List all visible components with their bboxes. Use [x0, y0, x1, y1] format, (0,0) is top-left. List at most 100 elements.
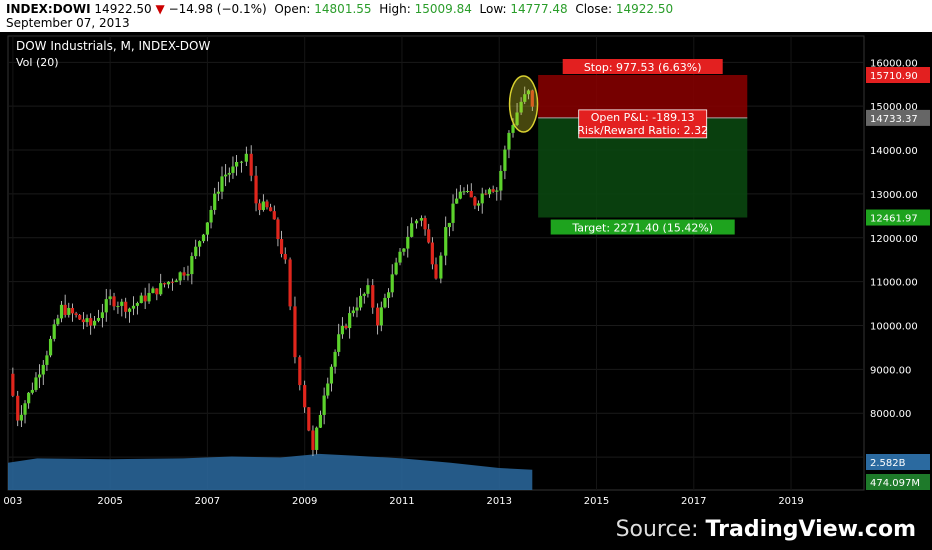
candle-body — [30, 389, 34, 393]
candle-body — [491, 189, 495, 192]
y-tick-label: 9000.00 — [870, 365, 911, 376]
candle-body — [201, 234, 206, 242]
candle-body — [147, 292, 151, 302]
symbol-header: INDEX:DOWI 14922.50 ▼ −14.98 (−0.1%) Ope… — [0, 0, 932, 32]
candle-body — [131, 305, 136, 309]
candle-body — [427, 229, 431, 243]
candle-body — [227, 172, 231, 175]
candle-body — [258, 203, 262, 210]
candle-body — [288, 259, 292, 307]
candle-body — [38, 374, 42, 378]
candle-body — [344, 325, 348, 329]
volume-tag-box — [866, 454, 930, 470]
candle-body — [81, 319, 85, 323]
x-tick-label: 2013 — [487, 496, 512, 507]
y-tick-label: 10000.00 — [870, 322, 918, 333]
candle-body — [100, 312, 104, 318]
candle-body — [213, 193, 217, 210]
candle-body — [234, 162, 239, 167]
candle-body — [430, 242, 434, 265]
open-value: 14801.55 — [314, 2, 372, 16]
candle-body — [451, 203, 455, 223]
open-pnl-label: Open P&L: -189.13 — [591, 111, 695, 124]
candle-body — [362, 293, 366, 296]
candle-body — [70, 307, 75, 314]
candle-body — [254, 175, 258, 204]
candle-body — [329, 366, 334, 384]
x-tick-label: 2019 — [778, 496, 803, 507]
candle-body — [16, 395, 20, 421]
candle-body — [307, 407, 311, 431]
y-tick-label: 13000.00 — [870, 190, 918, 201]
volume-legend: Vol (20) — [16, 56, 59, 69]
source-prefix: Source: — [615, 517, 699, 542]
candle-body — [379, 307, 383, 326]
candle-body — [458, 191, 462, 199]
x-tick-label: 2015 — [584, 496, 609, 507]
x-tick-label: 2009 — [292, 496, 317, 507]
candle-body — [530, 90, 534, 107]
candle-body — [224, 174, 228, 177]
candle-body — [298, 357, 302, 386]
target-price-tag-box — [866, 209, 930, 226]
candle-body — [419, 218, 424, 221]
x-tick-label: 2007 — [195, 496, 220, 507]
open-label: Open: — [274, 2, 311, 16]
candle-body — [444, 227, 448, 256]
candle-body — [466, 190, 470, 192]
candle-body — [455, 198, 459, 204]
candle-body — [439, 255, 443, 279]
candle-body — [244, 153, 248, 162]
candle-body — [386, 292, 391, 298]
candle-body — [23, 403, 27, 415]
y-tick-label: 16000.00 — [870, 58, 918, 69]
candle-body — [174, 280, 178, 283]
candle-body — [318, 414, 323, 428]
candle-body — [487, 189, 492, 195]
candle-body — [326, 383, 330, 396]
highlight-ellipse — [508, 75, 539, 133]
price-change: −14.98 (−0.1%) — [168, 2, 267, 16]
candle-body — [337, 334, 341, 352]
candle-body — [293, 306, 297, 358]
candle-body — [351, 310, 355, 314]
price-scale-labels: 15710.90 14733.37 12461.97 2.582B 474.097M — [866, 67, 930, 490]
candle-body — [283, 253, 287, 260]
candle-body — [340, 325, 344, 335]
candle-body — [163, 283, 167, 285]
candle-body — [390, 274, 394, 293]
candle-body — [480, 193, 484, 204]
candle-body — [434, 264, 438, 279]
candle-body — [269, 207, 273, 212]
low-label: Low: — [479, 2, 507, 16]
price-chart[interactable]: 16000.00 15000.00 14000.00 13000.00 12000.00… — [0, 32, 932, 510]
candle-body — [484, 193, 488, 195]
position-tool[interactable]: Stop: 977.53 (6.63%) Target: 2271.40 (15.… — [538, 59, 748, 235]
candle-body — [155, 288, 159, 295]
candle-body — [371, 285, 375, 308]
candle-body — [85, 318, 89, 323]
x-tick-label: 2011 — [389, 496, 414, 507]
last-price: 14922.50 — [94, 2, 152, 16]
candle-body — [120, 301, 124, 306]
candle-body — [151, 288, 155, 293]
candle-body — [11, 373, 15, 396]
y-tick-label: 15000.00 — [870, 102, 918, 113]
high-label: High: — [379, 2, 411, 16]
stop-price-tag: 15710.90 — [870, 71, 918, 82]
chart-title: DOW Industrials, M, INDEX-DOW — [16, 39, 210, 53]
candle-body — [366, 285, 370, 294]
candle-body — [261, 201, 265, 210]
candle-body — [303, 385, 307, 408]
candle-body — [139, 295, 143, 304]
y-tick-label: 12000.00 — [870, 234, 918, 245]
candle-body — [127, 308, 132, 312]
stop-label-box — [562, 59, 723, 75]
candle-body — [116, 305, 120, 307]
stop-label: Stop: 977.53 (6.63%) — [584, 61, 702, 74]
candle-body — [45, 355, 49, 365]
candle-body — [402, 248, 406, 252]
candle-body — [92, 320, 97, 326]
current-price-tag: 14733.37 — [870, 114, 918, 125]
candle-body — [78, 314, 82, 320]
